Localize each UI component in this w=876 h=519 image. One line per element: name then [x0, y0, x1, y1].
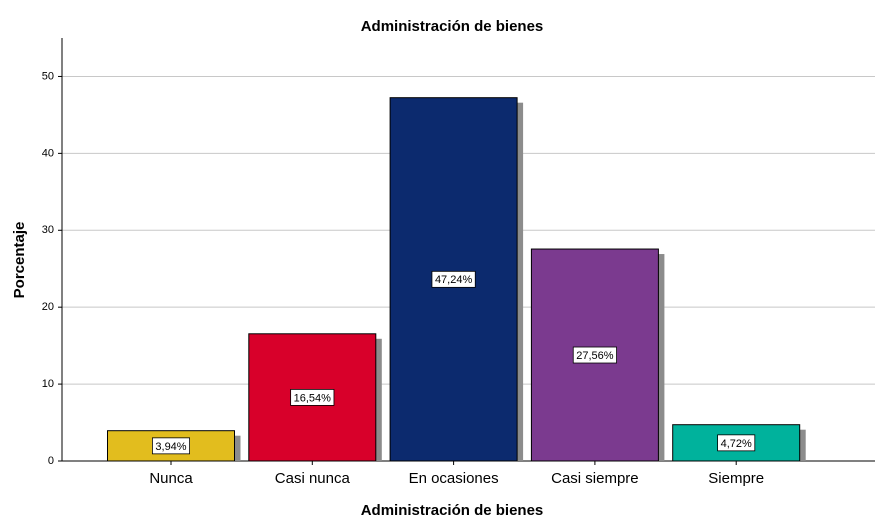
value-label: 27,56% [576, 350, 614, 362]
value-label: 47,24% [435, 274, 473, 286]
y-axis-label: Porcentaje [11, 222, 28, 299]
x-tick-label: Nunca [149, 470, 193, 487]
value-label: 4,72% [721, 438, 752, 450]
value-label-box [151, 437, 191, 455]
value-label-box [572, 346, 617, 364]
y-tick-label: 0 [48, 455, 54, 467]
x-axis-label: Administración de bienes [361, 502, 544, 519]
chart-title: Administración de bienes [361, 18, 544, 35]
value-label-box [290, 388, 335, 406]
x-tick-label: Siempre [708, 470, 764, 487]
y-tick-label: 50 [42, 70, 54, 82]
bar [107, 430, 235, 462]
y-tick-label: 10 [42, 378, 54, 390]
value-label: 16,54% [294, 392, 332, 404]
value-label: 3,94% [155, 441, 186, 453]
x-tick-label: Casi nunca [275, 470, 351, 487]
y-tick-label: 30 [42, 224, 54, 236]
value-label-box [717, 434, 756, 452]
x-tick-label: Casi siempre [551, 470, 639, 487]
y-tick-label: 20 [42, 301, 54, 313]
x-tick-label: En ocasiones [409, 470, 499, 487]
y-tick-label: 40 [42, 147, 54, 159]
value-label-box [431, 270, 476, 288]
